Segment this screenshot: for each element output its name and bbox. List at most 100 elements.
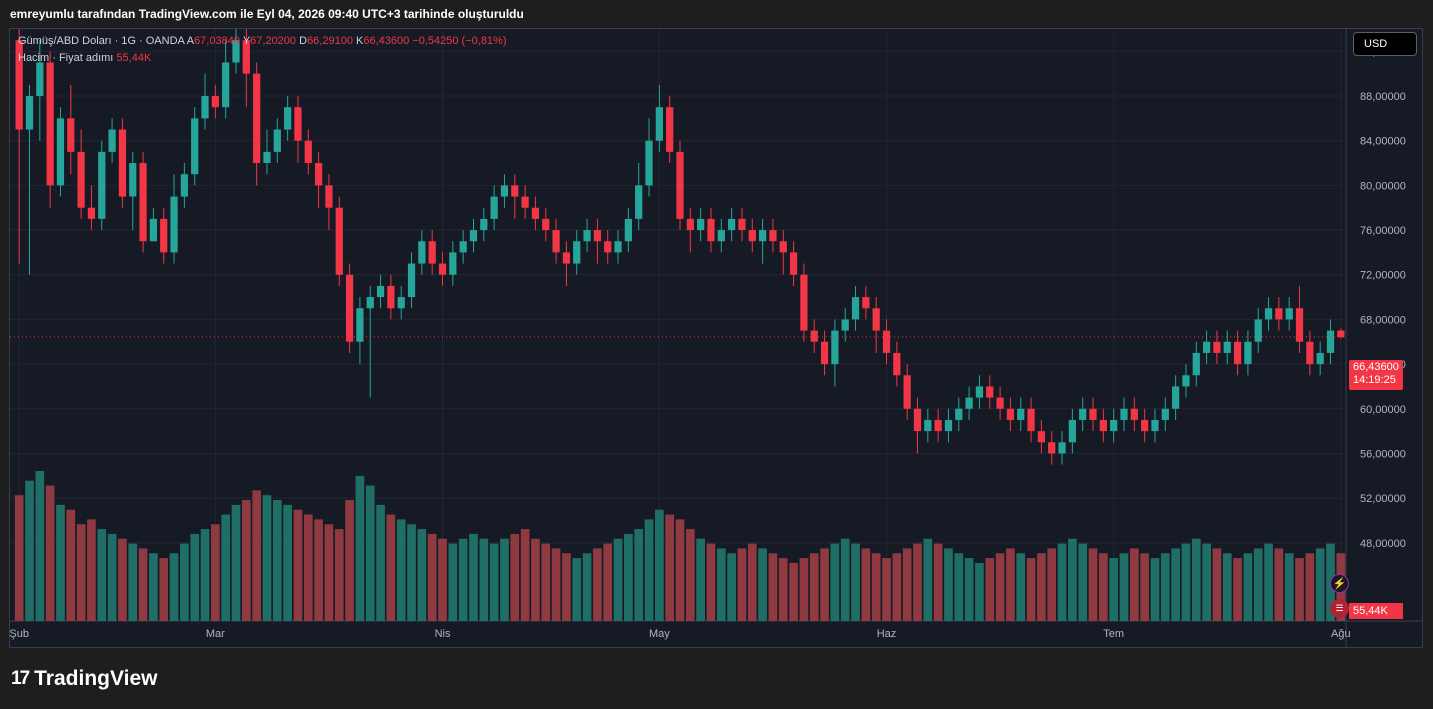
- volume-bar: [303, 514, 313, 621]
- candle-body: [593, 230, 602, 242]
- candle-body: [1223, 341, 1231, 353]
- candle-body: [1151, 419, 1159, 432]
- volume-bar: [644, 519, 654, 621]
- volume-bar: [334, 529, 344, 621]
- low-label: D: [299, 35, 308, 47]
- candle-body: [924, 419, 932, 432]
- volume-bar: [572, 558, 582, 621]
- volume-bar: [582, 553, 592, 621]
- candle-body: [1326, 330, 1335, 353]
- volume-bar: [768, 553, 778, 621]
- volume-bar: [1284, 553, 1294, 621]
- candle-body: [697, 218, 705, 231]
- volume-bar: [1295, 558, 1304, 621]
- candle-body: [1182, 375, 1190, 387]
- candle-body: [583, 230, 591, 242]
- volume-bar: [964, 558, 974, 621]
- change-value: −0,54250 (−0,81%): [412, 35, 507, 47]
- candle-body: [882, 330, 891, 353]
- candle-body: [831, 330, 839, 365]
- volume-bar: [138, 548, 148, 621]
- volume-bar: [262, 495, 272, 621]
- volume-bar: [1171, 548, 1180, 621]
- legend-volume: Hacim · Fiyat adımı 55,44K: [18, 52, 151, 64]
- candle-body: [769, 230, 777, 242]
- us-flag-icon[interactable]: ☰: [1330, 599, 1349, 618]
- volume-bar: [995, 553, 1005, 621]
- volume-bar: [180, 543, 189, 621]
- candle-body: [490, 196, 498, 219]
- candle-body: [686, 218, 694, 231]
- candle-body: [129, 163, 137, 197]
- volume-bar: [531, 538, 540, 621]
- volume-bar: [551, 548, 561, 621]
- x-tick-label: Ağu: [1331, 628, 1351, 640]
- open-label: A: [186, 35, 195, 47]
- candle-body: [1316, 352, 1324, 365]
- candle-body: [789, 252, 798, 275]
- candle-body: [604, 241, 612, 253]
- x-tick-label: Mar: [206, 628, 225, 640]
- y-tick-label: 68,00000: [1360, 314, 1406, 326]
- candle-body: [707, 218, 715, 242]
- volume-label[interactable]: Hacim · Fiyat adımı: [18, 52, 114, 64]
- candle-body: [1233, 341, 1242, 365]
- y-tick-label: 52,00000: [1360, 493, 1406, 505]
- candle-body: [139, 163, 147, 242]
- candle-body: [304, 140, 312, 164]
- candle-body: [1141, 419, 1149, 432]
- candle-body: [851, 297, 860, 320]
- candle-body: [1048, 442, 1056, 454]
- volume-bar: [479, 538, 489, 621]
- volume-bar: [211, 524, 220, 621]
- lightning-icon[interactable]: ⚡: [1330, 574, 1349, 593]
- candle-body: [903, 375, 911, 409]
- candle-body: [284, 107, 292, 130]
- volume-bar: [76, 524, 86, 621]
- currency-button[interactable]: USD: [1353, 32, 1417, 56]
- volume-bar: [241, 500, 251, 621]
- candle-body: [67, 118, 75, 152]
- candle-body: [1202, 341, 1211, 353]
- volume-bar: [861, 548, 871, 621]
- last-price-value: 66,43600: [1353, 361, 1399, 373]
- candle-body: [1120, 408, 1128, 420]
- price-chart[interactable]: 48,0000052,0000056,0000060,0000064,00000…: [10, 29, 1422, 647]
- symbol-label[interactable]: Gümüş/ABD Doları · 1G · OANDA: [18, 35, 185, 47]
- y-tick-label: 56,00000: [1360, 448, 1406, 460]
- volume-bar: [685, 529, 695, 621]
- bar-countdown: 14:19:25: [1353, 374, 1396, 386]
- volume-bar: [1119, 553, 1129, 621]
- candle-body: [1068, 419, 1076, 443]
- candle-body: [253, 73, 261, 164]
- volume-bar: [913, 543, 922, 621]
- chart-frame[interactable]: 48,0000052,0000056,0000060,0000064,00000…: [9, 28, 1423, 648]
- volume-bar: [1068, 538, 1077, 621]
- volume-bar: [231, 504, 241, 621]
- candle-body: [1027, 408, 1035, 432]
- volume-bar: [458, 538, 468, 621]
- candle-body: [222, 62, 230, 108]
- volume-bar: [727, 553, 736, 621]
- volume-bar: [902, 548, 912, 621]
- candle-body: [376, 285, 385, 298]
- candle-body: [418, 241, 426, 264]
- volume-bar: [985, 558, 995, 621]
- y-tick-label: 80,00000: [1360, 180, 1406, 192]
- volume-bar: [510, 533, 520, 621]
- candle-body: [1161, 408, 1169, 420]
- volume-bar: [417, 529, 427, 621]
- volume-bar: [954, 553, 964, 621]
- candle-body: [56, 118, 65, 186]
- candle-body: [366, 297, 374, 309]
- candle-body: [1275, 308, 1283, 320]
- candle-body: [273, 129, 281, 152]
- candle-body: [77, 151, 85, 208]
- volume-bar: [35, 471, 45, 621]
- candle-body: [1264, 308, 1273, 320]
- volume-bar: [799, 558, 809, 621]
- volume-bar: [87, 519, 96, 621]
- volume-bar: [293, 509, 303, 621]
- volume-bar: [489, 543, 499, 621]
- candle-body: [242, 40, 250, 74]
